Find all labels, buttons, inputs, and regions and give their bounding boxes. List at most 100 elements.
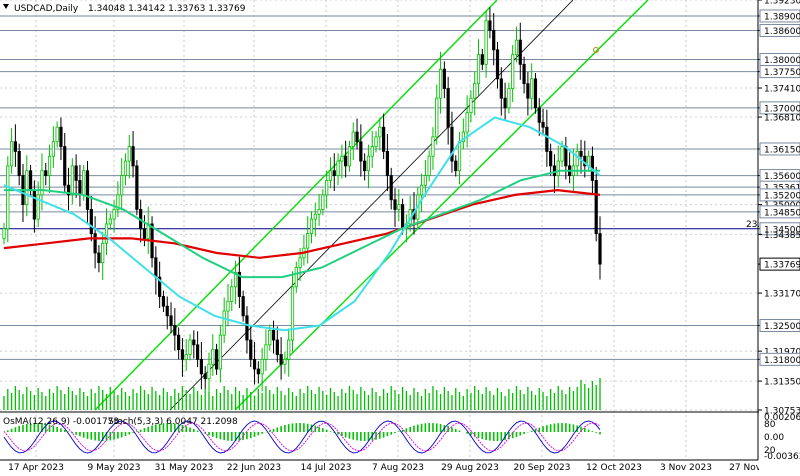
candle-body: [233, 271, 238, 288]
candle-body: [158, 276, 162, 297]
candle-body: [222, 310, 226, 336]
candle-body: [492, 30, 496, 51]
price-tick-label: 1.38000: [764, 56, 800, 66]
candle-body: [260, 358, 264, 375]
price-tick-label: 1.35200: [764, 191, 800, 201]
candle-body: [378, 126, 382, 138]
ma-slow-line: [3, 189, 601, 259]
level-price-box: [759, 101, 800, 115]
candle-body: [192, 339, 196, 346]
candle-body: [188, 339, 192, 355]
channel-center-line: [169, 0, 574, 411]
price-tick-label: 1.30753: [764, 407, 800, 417]
ma-fast-line: [3, 116, 601, 332]
candle-body: [363, 160, 367, 172]
candle-body: [165, 305, 169, 317]
candle-body: [249, 339, 253, 360]
moving-averages: [3, 116, 601, 332]
candle-body: [564, 146, 568, 167]
candle-body: [44, 170, 48, 176]
candle-body: [556, 160, 560, 176]
candle-body: [374, 136, 378, 147]
candle-body: [85, 170, 90, 210]
volume-bars: [3, 378, 601, 410]
candle-body: [173, 325, 177, 336]
candle-body: [431, 136, 435, 157]
candle-body: [47, 155, 52, 176]
level-price-box: [759, 23, 800, 37]
level-price-box: [759, 205, 800, 219]
candle-body: [218, 334, 222, 370]
candle-body: [446, 88, 450, 128]
candle-body: [552, 165, 557, 176]
candle-body: [6, 165, 10, 230]
candle-body: [116, 194, 120, 210]
candle-body: [28, 170, 33, 191]
oscillator-tick-label: 0.00: [764, 433, 784, 443]
candle-body: [207, 363, 211, 380]
level-price-box: [759, 222, 800, 236]
candle-body: [268, 329, 272, 346]
candle-body: [203, 373, 207, 380]
candle-body: [340, 155, 344, 162]
candle-body: [560, 146, 564, 162]
date-tick-label: 12 Oct 2023: [586, 463, 642, 473]
candle-body: [59, 126, 63, 147]
candle-body: [503, 97, 507, 109]
candle-body: [518, 39, 522, 65]
candle-body: [400, 204, 405, 230]
level-price-box: [759, 142, 800, 156]
date-tick-label: 22 Jun 2023: [227, 463, 281, 473]
candle-body: [154, 257, 158, 278]
candle-body: [450, 126, 454, 162]
price-tick-label: 1.34385: [764, 231, 800, 241]
candle-body: [317, 209, 321, 215]
candle-body: [359, 141, 363, 162]
candle-body: [454, 160, 458, 172]
candle-body: [435, 97, 439, 138]
level-price-box: [759, 188, 800, 202]
oscillator-tick-label: 20: [764, 446, 776, 456]
candle-body: [298, 257, 302, 268]
candle-body: [82, 170, 86, 196]
candle-body: [473, 83, 477, 99]
date-tick-label: 9 May 2023: [88, 463, 141, 473]
candle-body: [279, 354, 283, 365]
stochastic-main-line: [3, 420, 601, 454]
candle-body: [328, 170, 333, 181]
candle-body: [355, 131, 359, 143]
candle-body: [370, 146, 374, 157]
candle-body: [127, 146, 131, 162]
candle-body: [537, 107, 541, 123]
candle-body: [465, 112, 469, 133]
level-price-box: [759, 352, 800, 366]
candle-body: [514, 39, 519, 56]
ohlc-readout: 1.34048 1.34142 1.33763 1.33769: [88, 4, 246, 14]
candle-body: [271, 329, 276, 341]
candle-body: [385, 150, 390, 176]
candle-body: [66, 184, 71, 196]
date-tick-label: 31 May 2023: [155, 463, 214, 473]
level-price-box: [759, 9, 800, 23]
candle-body: [484, 20, 488, 65]
price-axis-background: [759, 0, 800, 476]
candle-body: [199, 358, 204, 375]
candle-body: [545, 126, 549, 152]
candle-body: [93, 233, 97, 254]
candle-body: [74, 165, 78, 181]
date-tick-label: 27 Nov 2023: [729, 463, 787, 473]
candle-body: [313, 213, 317, 220]
candle-body: [17, 150, 21, 176]
candle-body: [252, 358, 257, 370]
candle-body: [264, 344, 268, 360]
candle-body: [427, 155, 431, 176]
candle-body: [9, 141, 14, 167]
collapse-arrow-icon[interactable]: [3, 4, 9, 9]
candle-body: [142, 228, 147, 239]
candle-body: [40, 170, 44, 196]
price-tick-label: 1.33170: [764, 290, 800, 300]
candle-body: [507, 88, 511, 109]
candle-body: [112, 209, 116, 220]
candle-body: [332, 170, 336, 176]
candle-body: [541, 121, 545, 128]
